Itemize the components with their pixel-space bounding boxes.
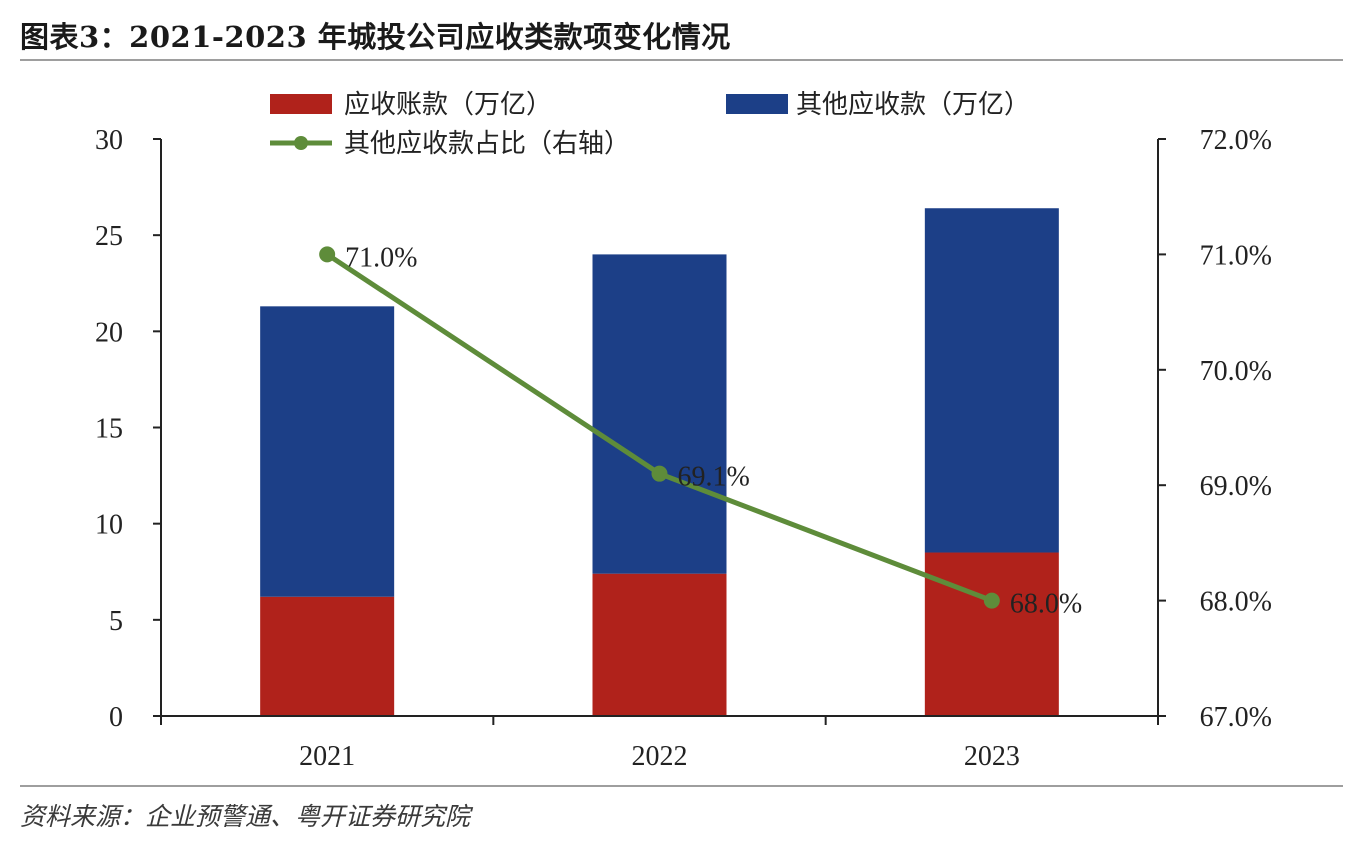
left-axis-tick-label: 30 <box>95 125 123 156</box>
left-axis-tick-label: 20 <box>95 317 123 348</box>
right-axis-tick-label: 72.0% <box>1200 125 1272 156</box>
legend-label-other-receivables: 其他应收款（万亿） <box>796 90 1030 120</box>
ratio-data-label-2021: 71.0% <box>345 242 417 273</box>
x-axis-tick-label-2021: 2021 <box>299 741 355 772</box>
bar-accounts-receivable-2022 <box>592 573 727 716</box>
right-axis-tick-label: 71.0% <box>1200 240 1272 271</box>
source-divider <box>20 785 1343 787</box>
left-axis-tick-label: 5 <box>109 606 123 637</box>
x-axis-tick-label-2023: 2023 <box>964 741 1020 772</box>
ratio-data-label-2022: 69.1% <box>678 462 750 493</box>
left-axis-tick-label: 0 <box>109 702 123 733</box>
bar-other-receivables-2023 <box>924 208 1059 553</box>
ratio-marker-2023 <box>983 592 1000 609</box>
title-divider <box>20 59 1343 61</box>
axes-group: 0 5 10 15 20 25 30 67.0% 68.0% 69.0% 70.0% 71.0% 72.… <box>95 125 1272 772</box>
bar-accounts-receivable-2023 <box>924 552 1059 716</box>
right-axis-tick-label: 70.0% <box>1200 356 1272 387</box>
right-axis-tick-label: 69.0% <box>1200 471 1272 502</box>
right-axis-tick-label: 67.0% <box>1200 702 1272 733</box>
legend-swatch-other-receivables <box>726 94 788 114</box>
ratio-marker-2022 <box>651 465 668 482</box>
ratio-data-label-2023: 68.0% <box>1010 589 1082 620</box>
legend-swatch-accounts-receivable <box>270 94 332 114</box>
right-axis-tick-label: 68.0% <box>1200 587 1272 618</box>
legend-label-accounts-receivable: 应收账款（万亿） <box>344 90 552 120</box>
bar-other-receivables-2022 <box>592 254 727 574</box>
chart-title: 图表3：2021-2023 年城投公司应收类款项变化情况 <box>20 20 731 54</box>
x-axis-tick-label-2022: 2022 <box>632 741 688 772</box>
left-axis-tick-label: 15 <box>95 414 123 445</box>
bars-group <box>260 208 1059 716</box>
left-axis-tick-label: 25 <box>95 221 123 252</box>
legend-swatch-ratio-marker <box>294 136 308 150</box>
legend-label-ratio: 其他应收款占比（右轴） <box>344 129 630 159</box>
source-note: 资料来源：企业预警通、粤开证券研究院 <box>20 802 471 831</box>
bar-other-receivables-2021 <box>260 306 395 597</box>
ratio-line-group: 71.0% 69.1% 68.0% <box>319 242 1082 620</box>
left-axis-tick-label: 10 <box>95 510 123 541</box>
bar-accounts-receivable-2021 <box>260 596 395 716</box>
ratio-marker-2021 <box>319 246 336 263</box>
legend: 应收账款（万亿） 其他应收款（万亿） 其他应收款占比（右轴） <box>270 90 1030 159</box>
